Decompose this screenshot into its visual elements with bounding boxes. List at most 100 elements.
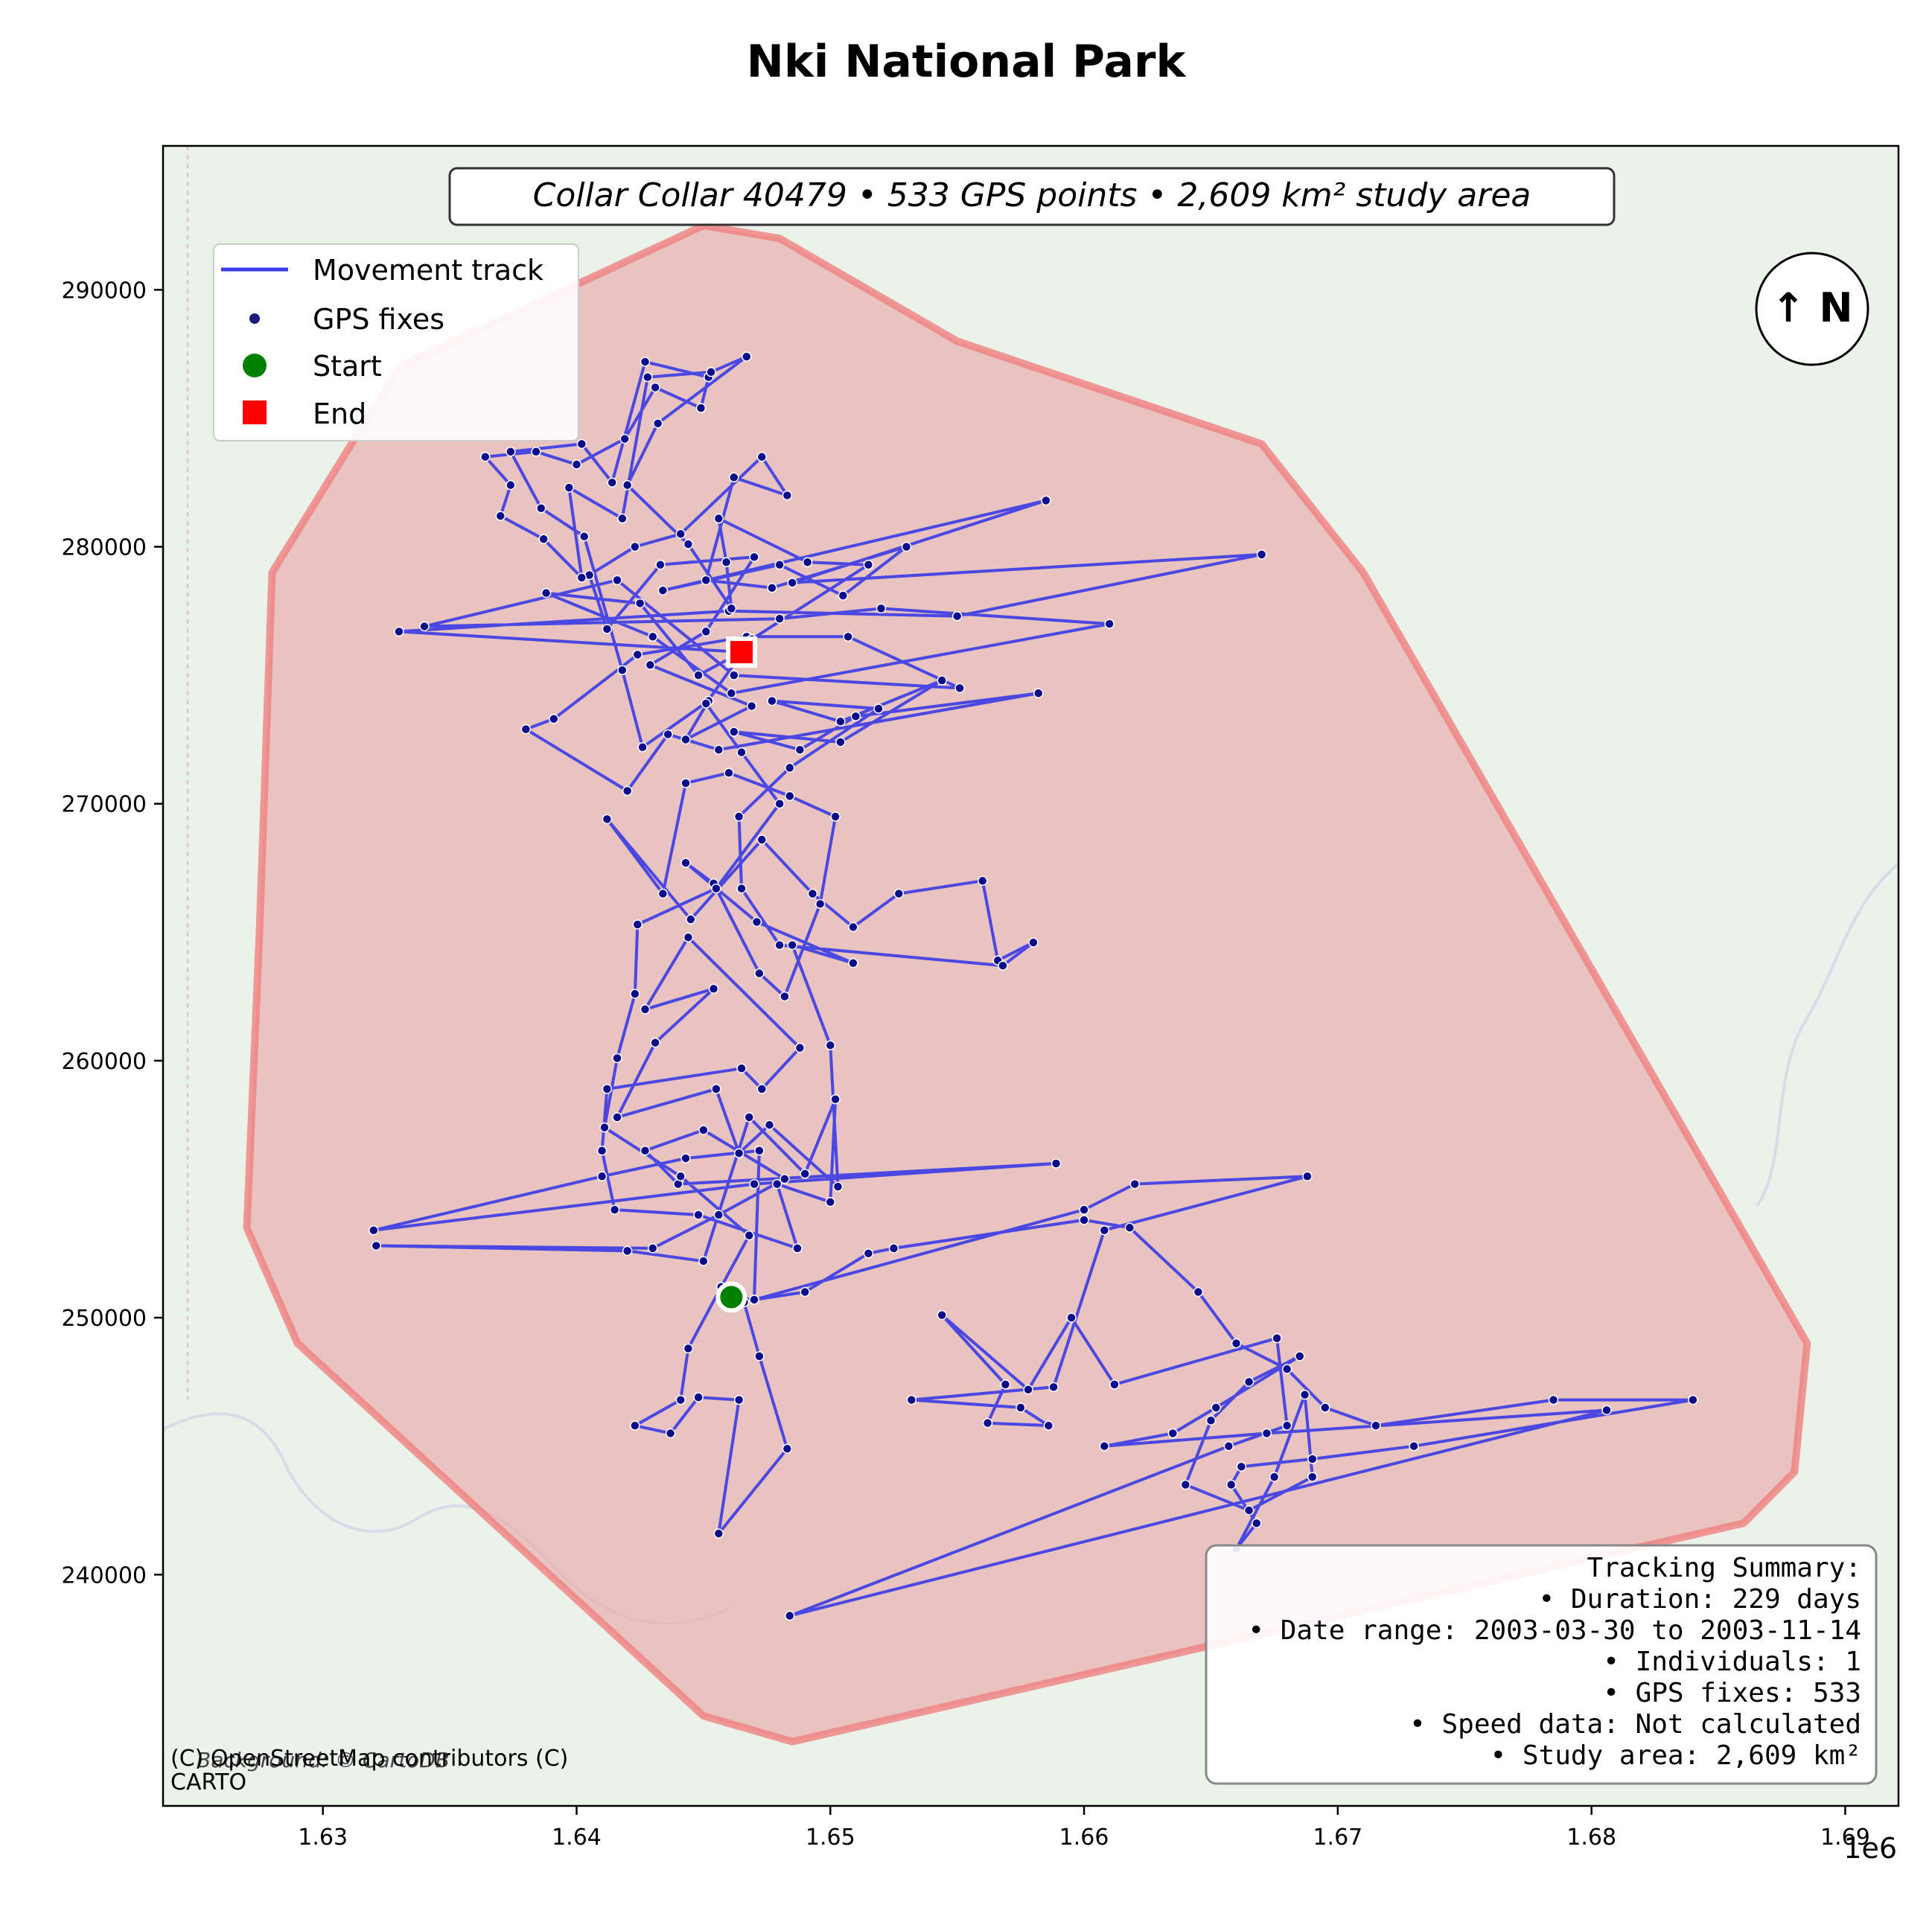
summary-line: • Study area: 2,609 km² [1491,1740,1862,1771]
north-arrow-icon: ↑ N [1771,284,1852,331]
gps-fix [630,989,640,999]
gps-fix [647,631,658,642]
gps-fix [756,834,768,845]
x-tick-label: 1.64 [552,1825,602,1851]
gps-fix [848,922,858,933]
gps-fix [647,1243,658,1254]
gps-fix [1307,1454,1318,1464]
attribution-background: Background: © CartoDB [197,1748,450,1772]
attribution-line1: (C) OpenStreetMap contributors (C) [170,1746,568,1772]
gps-fix [1048,1382,1059,1393]
gps-fix [729,670,739,680]
legend-fix-swatch [249,313,260,324]
gps-fix [754,968,765,979]
gps-fix [764,1120,775,1130]
y-tick-label: 290000 [61,278,147,304]
y-axis: 240000 250000 260000 270000 280000 290000 [61,278,163,1589]
gps-fix [724,767,734,779]
gps-fix [695,403,707,413]
gps-fix [1269,1472,1280,1482]
gps-fix [767,582,777,593]
gps-fix [632,649,643,660]
gps-fix [802,557,813,567]
gps-fix [693,1392,704,1402]
gps-fix [576,438,587,450]
gps-fix [825,1040,836,1050]
gps-fix [729,472,739,483]
summary-line: • Individuals: 1 [1603,1647,1861,1677]
gps-fix [609,1204,620,1215]
y-tick-label: 240000 [61,1562,147,1589]
legend-start-label: Start [313,350,382,383]
gps-fix [637,742,648,753]
gps-fix [1272,1332,1282,1344]
gps-fix [1281,1420,1292,1431]
gps-fix [630,541,640,552]
gps-fix [1261,1428,1272,1439]
gps-fix [650,382,660,393]
gps-fix [1193,1286,1204,1297]
gps-fix [1601,1405,1612,1416]
gps-fix [729,727,739,737]
gps-fix [1548,1394,1559,1405]
gps-fix [807,888,818,899]
gps-fix [733,811,745,822]
gps-fix [749,552,759,563]
gps-fix [767,695,777,706]
north-arrow-circle [1755,252,1869,366]
gps-fix [538,534,549,544]
gps-fix [683,1343,694,1354]
gps-fix [495,511,506,521]
gps-fix [506,447,516,457]
gps-fix [785,762,795,773]
x-axis: 1.63 1.64 1.65 1.66 1.67 1.68 1.69 [298,1806,1870,1851]
gps-fix [736,747,747,758]
gps-fix [954,683,965,694]
gps-fix [622,785,633,797]
gps-fix [643,371,653,383]
gps-fix [749,1294,759,1305]
gps-fix [726,603,737,614]
gps-fix [1205,1415,1217,1426]
legend-fix-label: GPS fixes [313,303,444,336]
gps-fix [369,1225,379,1236]
gps-fix [711,1084,721,1094]
gps-fix [978,875,988,887]
legend-end-label: End [313,398,366,430]
gps-fix [701,698,712,709]
gps-fix [1023,1385,1033,1395]
gps-fix [1066,1312,1077,1323]
legend-end-swatch [243,400,267,424]
gps-fix [1371,1420,1381,1431]
gps-fix [742,351,752,362]
summary-line: • Speed data: Not calculated [1409,1709,1861,1740]
summary-line: • Date range: 2003-03-30 to 2003-11-14 [1248,1615,1861,1646]
gps-fix [756,451,768,462]
gps-fix [394,626,404,637]
gps-fix [1043,1420,1054,1431]
x-tick-label: 1.65 [806,1825,855,1851]
gps-fix [640,357,651,367]
gps-fix [1109,1379,1120,1390]
gps-fix [1231,1338,1242,1349]
gps-fix [848,957,858,968]
gps-fix [780,1173,790,1184]
gps-fix [612,575,622,586]
gps-fix [622,479,633,491]
gps-fix [419,621,430,632]
gps-fix [1307,1472,1318,1482]
gps-fix [906,1394,917,1405]
gps-fix [774,798,785,809]
legend-track-label: Movement track [313,254,543,287]
gps-fix [951,610,963,622]
gps-fix [1099,1225,1110,1236]
gps-fix [634,598,645,609]
summary-heading: Tracking Summary: [1587,1553,1861,1583]
basemap-boundary [1756,862,1898,1207]
gps-fix [787,578,797,588]
gps-fix [693,1210,704,1220]
gps-fix [1129,1178,1140,1190]
gps-fix [746,700,757,712]
gps-fix [708,983,719,995]
gps-fix [1243,1376,1254,1388]
